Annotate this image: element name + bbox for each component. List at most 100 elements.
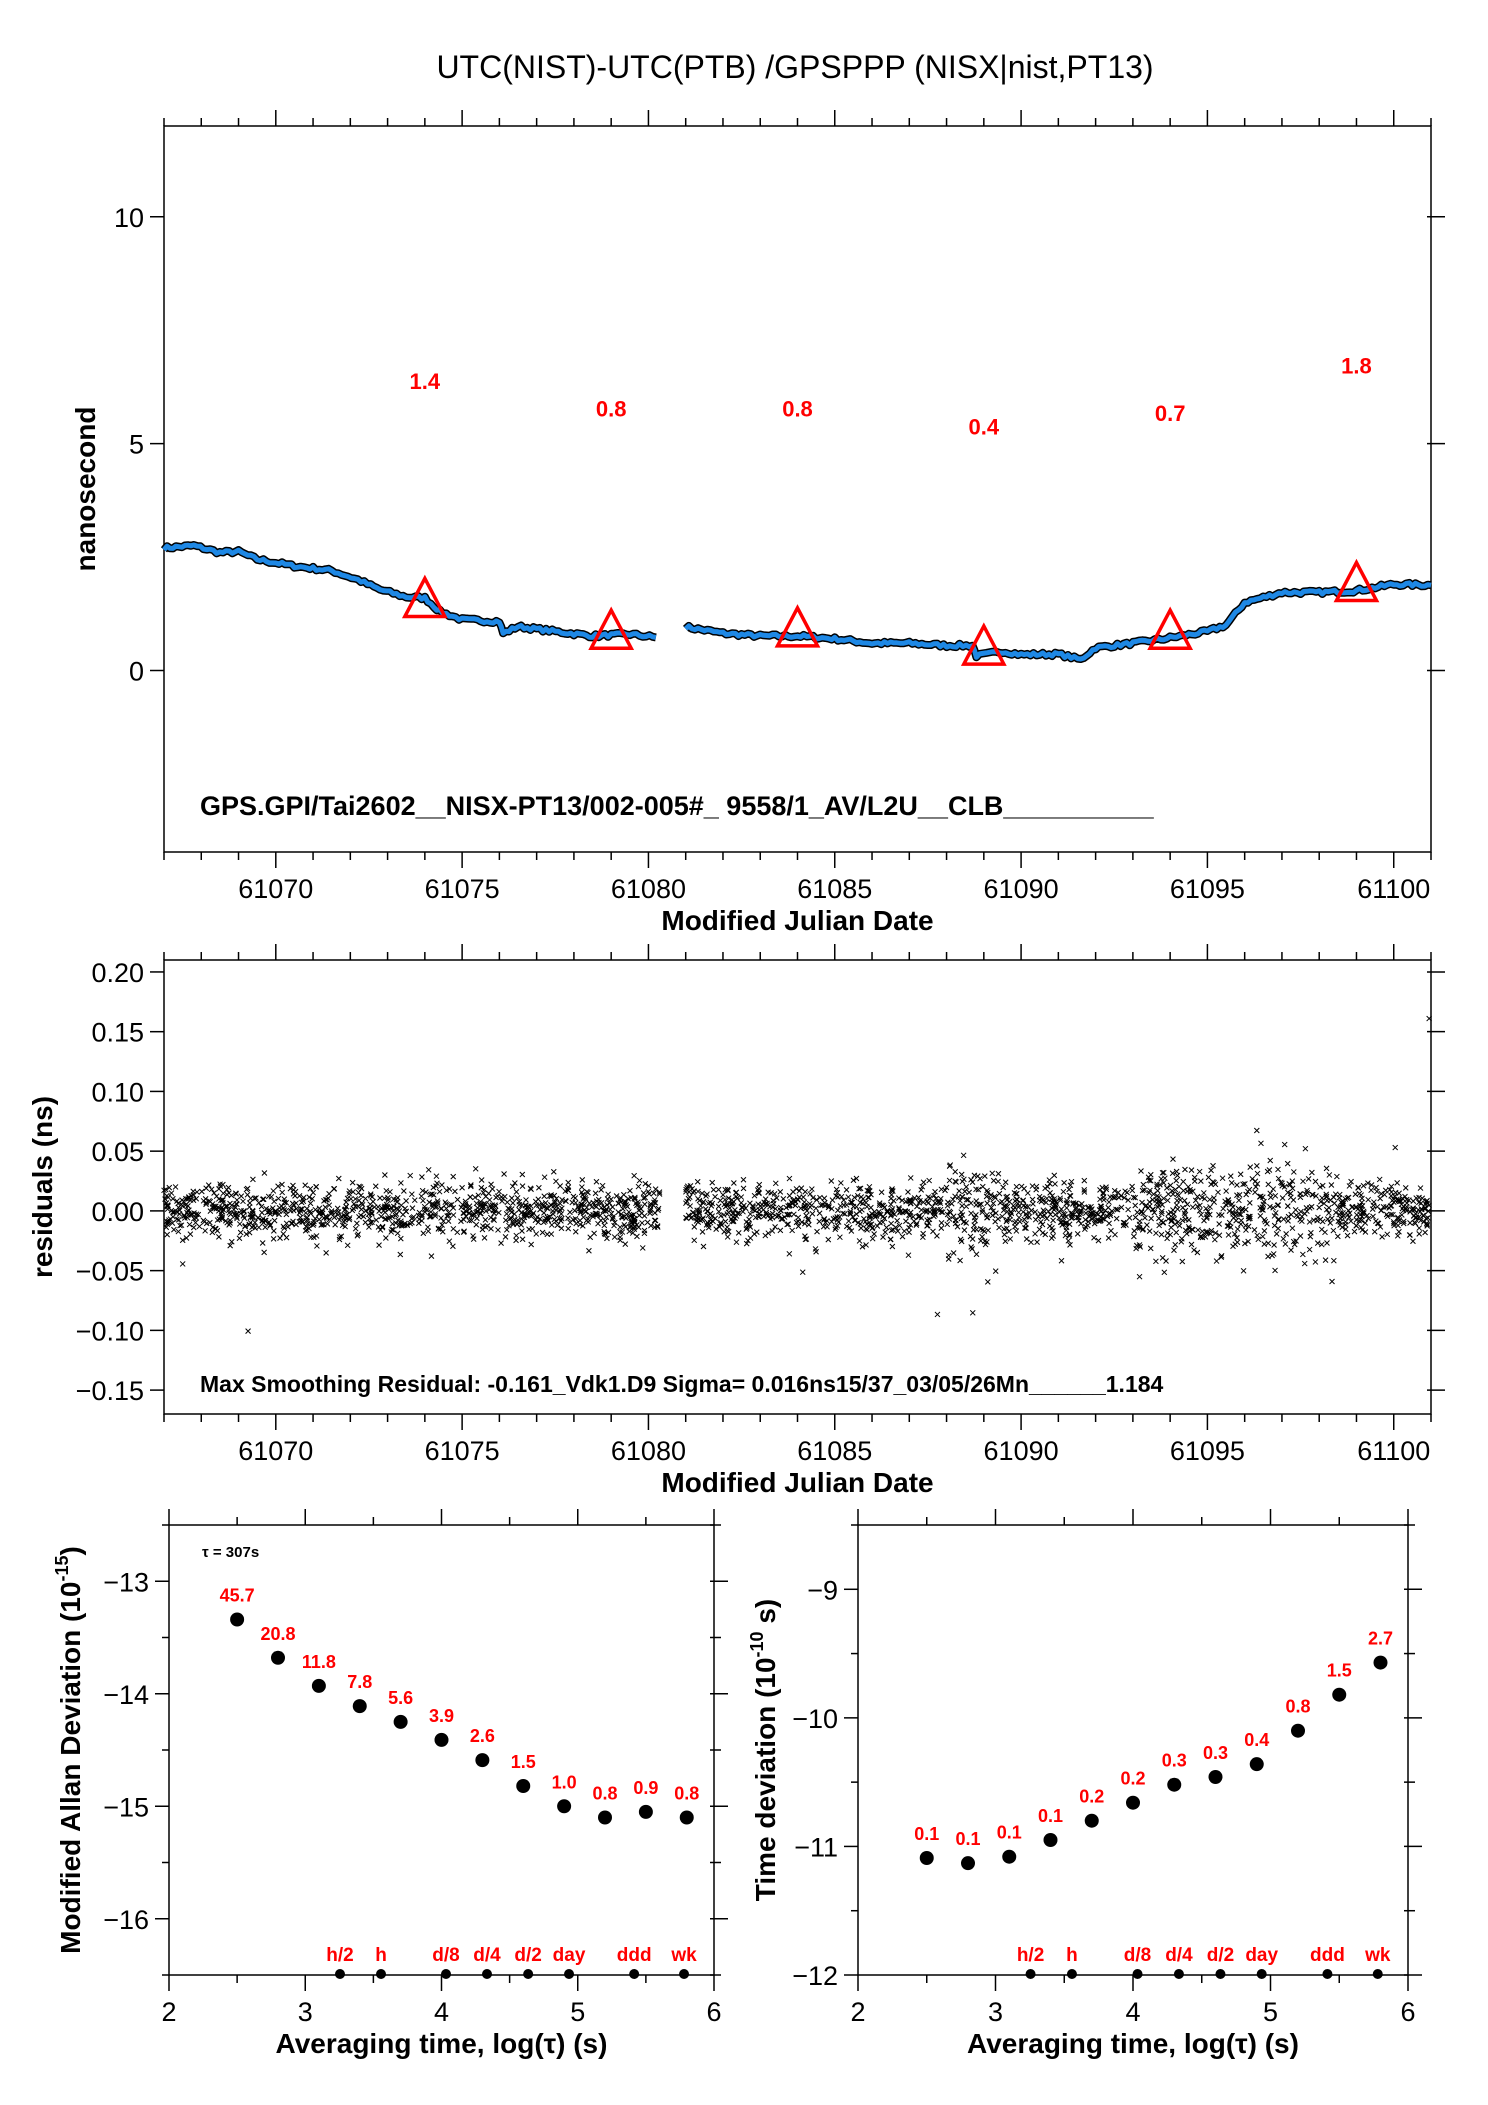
residual-point	[503, 1210, 510, 1217]
chart-title: UTC(NIST)-UTC(PTB) /GPSPPP (NISX|nist,PT…	[436, 49, 1153, 85]
residual-point	[691, 1223, 698, 1230]
residual-point	[605, 1191, 612, 1198]
residual-point	[1173, 1202, 1180, 1208]
residual-point	[1260, 1201, 1267, 1208]
residual-point	[340, 1212, 347, 1219]
residual-point	[1041, 1208, 1048, 1215]
residual-point	[471, 1210, 477, 1217]
residual-point	[428, 1253, 435, 1259]
time-marker-label: d/8	[1124, 1945, 1151, 1966]
residual-point	[1139, 1187, 1146, 1194]
residual-point	[1147, 1177, 1154, 1184]
residual-point	[216, 1216, 223, 1222]
residual-point	[809, 1210, 816, 1217]
plot-frame	[857, 1524, 1409, 1976]
residual-point	[1261, 1228, 1268, 1234]
residual-point	[319, 1221, 326, 1228]
residual-point	[703, 1222, 710, 1228]
residual-point	[725, 1187, 731, 1194]
residual-point	[1340, 1202, 1347, 1209]
residual-point	[1265, 1181, 1272, 1188]
residual-point	[796, 1188, 803, 1194]
residual-point	[191, 1210, 197, 1216]
residual-point	[910, 1213, 916, 1220]
residual-point	[1400, 1218, 1407, 1225]
y-tick-label: 5	[129, 430, 144, 460]
residual-point	[190, 1224, 197, 1231]
residual-point	[601, 1222, 608, 1229]
residual-point	[1416, 1231, 1423, 1237]
data-point	[1291, 1723, 1305, 1738]
residual-point	[343, 1203, 350, 1210]
y-axis-label: Modified Allan Deviation (10-15)	[52, 1546, 86, 1954]
residual-point	[1243, 1227, 1249, 1233]
residual-point	[1003, 1218, 1010, 1225]
residual-point	[1332, 1191, 1339, 1198]
residual-point	[1196, 1207, 1203, 1214]
residual-point	[1236, 1211, 1243, 1218]
residual-point	[1264, 1220, 1270, 1227]
residual-point	[1253, 1127, 1260, 1134]
residual-point	[868, 1204, 874, 1211]
residual-point	[547, 1201, 554, 1208]
x-tick-label: 2	[850, 1997, 865, 2027]
residual-point	[991, 1193, 998, 1200]
residual-point	[837, 1234, 843, 1241]
residual-point	[1010, 1206, 1017, 1213]
residual-point	[1273, 1230, 1280, 1237]
residual-point	[923, 1209, 930, 1215]
residual-point	[992, 1218, 999, 1225]
residual-point	[973, 1186, 979, 1193]
residual-point	[756, 1185, 762, 1192]
residual-point	[161, 1187, 167, 1194]
residual-point	[1065, 1237, 1072, 1244]
marker-label: 0.8	[596, 396, 627, 421]
residual-point	[756, 1211, 762, 1217]
residual-point	[1313, 1193, 1319, 1199]
residual-point	[1165, 1216, 1172, 1222]
residual-point	[458, 1204, 465, 1211]
time-marker-dot	[1132, 1969, 1143, 1979]
residual-point	[1307, 1233, 1314, 1240]
residual-point	[1183, 1230, 1190, 1237]
residual-point	[837, 1203, 844, 1209]
residual-point	[193, 1215, 200, 1221]
residual-point	[1173, 1177, 1180, 1184]
residual-point	[1202, 1234, 1209, 1240]
data-point	[638, 1804, 653, 1819]
residual-point	[724, 1234, 731, 1240]
residual-point	[733, 1193, 740, 1200]
residual-point	[996, 1190, 1003, 1197]
residual-point	[1360, 1208, 1367, 1215]
residual-point	[877, 1211, 884, 1218]
residual-point	[1018, 1183, 1025, 1190]
residual-point	[310, 1234, 317, 1241]
residual-point	[527, 1208, 534, 1215]
residual-point	[715, 1203, 722, 1210]
residual-point	[1171, 1247, 1177, 1254]
residual-point	[490, 1216, 497, 1223]
residual-point	[225, 1184, 232, 1191]
residual-point	[1420, 1212, 1426, 1219]
residual-point	[786, 1192, 793, 1199]
residual-point	[889, 1243, 896, 1250]
residual-point	[511, 1211, 518, 1217]
residual-point	[995, 1170, 1002, 1177]
residual-point	[249, 1214, 256, 1221]
residual-point	[1118, 1204, 1125, 1211]
residual-point	[220, 1181, 226, 1188]
residual-point	[393, 1196, 400, 1203]
residual-point	[1400, 1207, 1407, 1214]
residual-point	[1254, 1232, 1261, 1239]
residual-point	[162, 1196, 168, 1202]
residual-point	[1381, 1191, 1388, 1198]
residual-point	[857, 1185, 864, 1192]
residual-point	[513, 1237, 519, 1244]
residual-point	[832, 1226, 839, 1233]
residual-point	[906, 1229, 912, 1236]
residual-point	[1145, 1205, 1151, 1212]
y-tick-label: −11	[794, 1832, 838, 1862]
residual-point	[969, 1309, 976, 1316]
residual-point	[851, 1194, 858, 1201]
residual-point	[1013, 1183, 1020, 1190]
